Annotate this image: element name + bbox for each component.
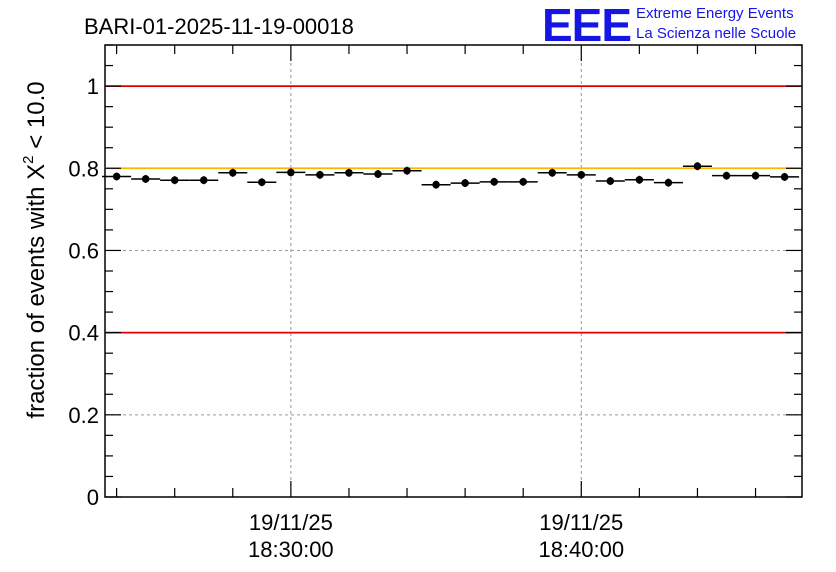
data-point [519, 178, 527, 186]
y-axis-label-tail: < 10.0 [23, 81, 50, 155]
data-point [199, 176, 208, 184]
plot-frame [104, 44, 803, 498]
logo-line-2: La Scienza nelle Scuole [636, 25, 796, 42]
y-tick-label: 0.8 [68, 156, 99, 181]
data-point [170, 176, 179, 184]
data-point [141, 175, 150, 183]
y-axis-label-exponent: 2 [20, 155, 37, 163]
data-point [316, 171, 324, 179]
plot-area: 00.20.40.60.8119/11/2518:30:0019/11/2518… [68, 44, 803, 562]
y-tick-label: 0 [87, 485, 99, 510]
x-tick-label-date: 19/11/25 [539, 510, 623, 535]
data-point [664, 178, 673, 187]
data-point [722, 171, 731, 180]
y-tick-label: 0.6 [68, 238, 99, 263]
y-axis-label: fraction of events with X2 < 10.0 [20, 81, 50, 418]
y-tick-label: 0.4 [68, 321, 99, 346]
eee-logo: EEE Extreme Energy Events La Scienza nel… [542, 0, 796, 51]
data-point [228, 168, 237, 177]
x-tick-label-time: 18:40:00 [538, 537, 624, 562]
data-point [345, 168, 353, 177]
y-tick-label: 1 [87, 74, 99, 99]
data-point [548, 168, 557, 177]
data-point [693, 162, 702, 171]
data-point [461, 179, 469, 187]
data-point [403, 166, 411, 175]
data-point [635, 175, 644, 184]
series-fraction [102, 162, 800, 189]
data-point [287, 168, 295, 177]
data-point [432, 180, 440, 189]
data-point [374, 170, 382, 178]
chart-title: BARI-01-2025-11-19-00018 [84, 14, 354, 39]
data-point [577, 171, 586, 179]
y-axis-label-main: fraction of events with [23, 180, 50, 419]
x-tick-label-time: 18:30:00 [248, 537, 334, 562]
x-tick-label-date: 19/11/25 [249, 510, 333, 535]
data-point [606, 177, 615, 185]
data-point [112, 172, 121, 181]
logo-line-1: Extreme Energy Events [636, 5, 794, 22]
data-point [258, 178, 266, 187]
data-point [751, 171, 760, 180]
data-point [490, 178, 498, 186]
data-point [780, 173, 789, 181]
logo-mark: EEE [542, 0, 631, 51]
y-axis-label-symbol: X [23, 164, 50, 180]
y-tick-label: 0.2 [68, 403, 99, 428]
